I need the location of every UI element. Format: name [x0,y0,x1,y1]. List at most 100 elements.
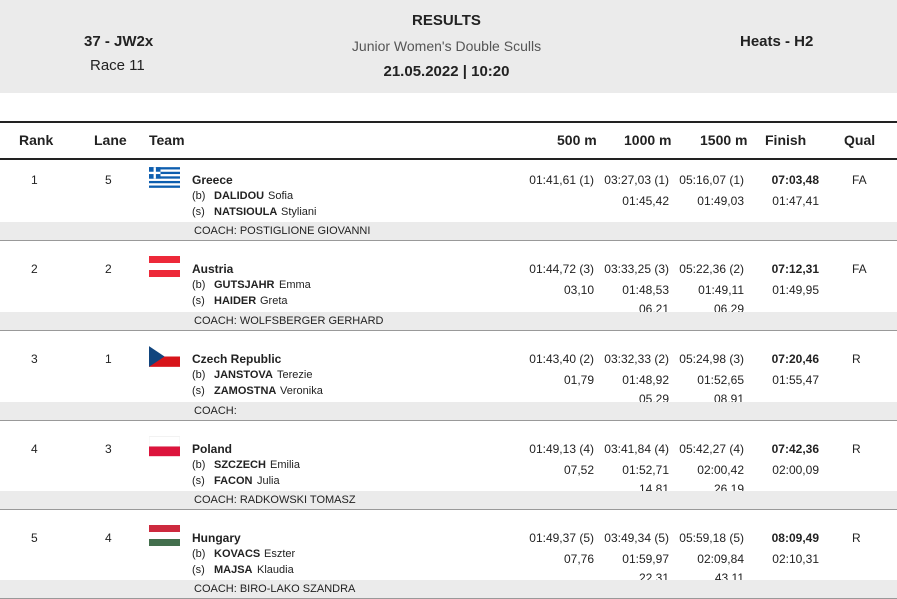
country-name: Czech Republic [192,352,282,366]
crew-firstname: Klaudia [257,564,294,576]
rank: 1 [31,173,38,187]
crew-surname: HAIDER [214,295,257,307]
lane: 3 [105,442,112,456]
delta-1000: 01:59,97 [622,552,669,566]
lane: 1 [105,352,112,366]
split-1000: 03:32,33 (2) [604,352,669,366]
gap-500: 07,76 [563,552,594,566]
qualification: FA [852,262,867,276]
crew-surname: JANSTOVA [214,369,273,381]
split-1500: 05:42,27 (4) [679,442,744,456]
split-500: 01:44,72 (3) [529,262,594,276]
col-qual: Qual [844,132,876,148]
delta-1000: 01:45,42 [622,194,669,208]
rank: 3 [31,352,38,366]
finish-time: 07:20,46 [771,352,819,366]
col-rank: Rank [19,132,54,148]
event-code: 37 - JW2x [84,33,154,50]
coach-row: COACH: POSTIGLIONE GIOVANNI [0,222,897,241]
crew-position: (s) [192,475,205,487]
finish-time: 08:09,49 [771,531,819,545]
split-1500: 05:59,18 (5) [679,531,744,545]
coach-row: COACH: [0,402,897,421]
country-name: Austria [192,262,234,276]
poland-flag-icon [148,436,181,457]
coach-name: COACH: BIRO-LAKO SZANDRA [194,583,356,595]
rank: 4 [31,442,38,456]
delta-1500: 01:49,03 [697,194,744,208]
delta-1500: 01:52,65 [697,373,744,387]
split-500: 01:49,37 (5) [529,531,594,545]
hungary-flag-icon [149,525,180,546]
lane: 4 [105,531,112,545]
table-row: 3 1 Czech Republic (b) JANSTOVA Terezie (s) ZAM… [0,337,897,420]
delta-1500: 01:49,11 [698,283,744,297]
table-row: 1 5 Greece (b) DALIDOU Sofia (s) NATSIOULA Styli… [0,158,897,240]
col-lane: Lane [94,132,127,148]
col-500m: 500 m [557,132,597,148]
lane: 2 [105,262,112,276]
crew-surname: SZCZECH [214,459,266,471]
country-name: Greece [192,173,233,187]
finish-split: 01:49,95 [772,283,819,297]
split-500: 01:43,40 (2) [529,352,594,366]
crew-surname: MAJSA [214,564,253,576]
split-1500: 05:22,36 (2) [679,262,744,276]
czech-flag-icon [149,346,180,367]
table-row: 2 2 Austria (b) GUTSJAHR Emma (s) HAIDER Greta 01… [0,247,897,330]
crew-firstname: Terezie [277,369,313,381]
austria-flag-icon [149,256,180,277]
finish-time: 07:03,48 [771,173,819,187]
table-row: 4 3 Poland (b) SZCZECH Emilia (s) FACON Julia 01:… [0,427,897,509]
qualification: FA [852,173,867,187]
finish-split: 01:55,47 [772,373,819,387]
coach-name: COACH: WOLFSBERGER GERHARD [194,315,384,327]
split-1000: 03:49,34 (5) [604,531,669,545]
gap-500: 07,52 [563,463,594,477]
gap-500: 01,79 [563,373,594,387]
crew-firstname: Julia [257,475,280,487]
crew-firstname: Emilia [270,459,300,471]
rank: 2 [31,262,38,276]
split-1000: 03:33,25 (3) [604,262,669,276]
split-500: 01:41,61 (1) [529,173,594,187]
crew-position: (s) [192,385,205,397]
country-name: Poland [192,442,233,456]
finish-time: 07:42,36 [771,442,819,456]
race-phase: Heats - H2 [740,33,814,50]
greece-flag-icon [149,167,180,188]
results-header: 37 - JW2x Race 11 RESULTS Junior Women's… [0,0,897,93]
finish-time: 07:12,31 [771,262,819,276]
crew-position: (b) [192,548,206,560]
crew-position: (s) [192,206,205,218]
delta-1500: 02:00,42 [697,463,744,477]
crew-position: (s) [192,295,205,307]
col-team: Team [149,132,185,148]
coach-name: COACH: RADKOWSKI TOMASZ [194,494,356,506]
qualification: R [852,531,861,545]
race-number: Race 11 [90,57,145,74]
split-1500: 05:24,98 (3) [679,352,744,366]
coach-row: COACH: WOLFSBERGER GERHARD [0,312,897,331]
crew-surname: FACON [214,475,253,487]
qualification: R [852,352,861,366]
coach-name: COACH: POSTIGLIONE GIOVANNI [194,225,371,237]
crew-surname: ZAMOSTNA [214,385,277,397]
column-header-row: Rank Lane Team 500 m 1000 m 1500 m Finis… [0,121,897,160]
finish-split: 02:00,09 [772,463,819,477]
crew-surname: GUTSJAHR [214,279,275,291]
col-finish: Finish [765,132,807,148]
crew-surname: DALIDOU [214,190,265,202]
crew-surname: KOVACS [214,548,261,560]
coach-row: COACH: BIRO-LAKO SZANDRA [0,580,897,599]
split-1500: 05:16,07 (1) [679,173,744,187]
event-name: Junior Women's Double Sculls [351,38,542,54]
gap-500: 03,10 [563,283,594,297]
coach-name: COACH: [194,405,237,417]
delta-1000: 01:52,71 [622,463,669,477]
crew-firstname: Eszter [264,548,296,560]
crew-firstname: Styliani [281,206,317,218]
split-1000: 03:41,84 (4) [604,442,669,456]
crew-position: (s) [192,564,205,576]
page-title: RESULTS [412,12,481,29]
